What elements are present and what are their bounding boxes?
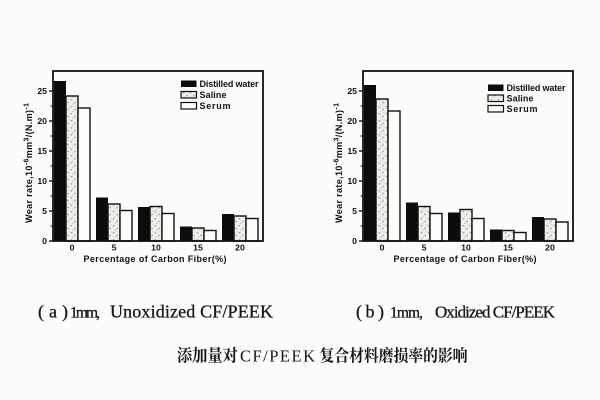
svg-text:Saline: Saline xyxy=(507,94,534,104)
svg-text:10: 10 xyxy=(151,243,161,253)
svg-text:CF/PEEK: CF/PEEK xyxy=(240,347,315,366)
svg-text:Wear rate,10-6mm3/(N.m)-1: Wear rate,10-6mm3/(N.m)-1 xyxy=(334,103,345,223)
svg-text:0: 0 xyxy=(70,243,75,253)
svg-text:15: 15 xyxy=(37,146,47,156)
svg-text:5: 5 xyxy=(352,206,357,216)
svg-text:10: 10 xyxy=(347,176,357,186)
svg-text:Distilled water: Distilled water xyxy=(200,79,259,89)
svg-text:20: 20 xyxy=(545,243,555,253)
svg-text:Unoxidized CF/PEEK: Unoxidized CF/PEEK xyxy=(110,302,273,322)
svg-text:10: 10 xyxy=(461,243,471,253)
svg-text:5: 5 xyxy=(422,243,427,253)
svg-text:(a): (a) xyxy=(38,302,68,323)
svg-text:Oxidized CF/PEEK: Oxidized CF/PEEK xyxy=(435,303,556,322)
svg-text:Wear rate,10-6mm3/(N.m)-1: Wear rate,10-6mm3/(N.m)-1 xyxy=(24,103,35,223)
svg-text:Serum: Serum xyxy=(507,104,538,114)
svg-text:20: 20 xyxy=(235,243,245,253)
svg-text:0: 0 xyxy=(352,236,357,246)
svg-text:20: 20 xyxy=(347,116,357,126)
svg-text:(b): (b) xyxy=(356,302,384,323)
svg-text:5: 5 xyxy=(112,243,117,253)
svg-text:Serum: Serum xyxy=(200,101,231,111)
svg-text:25: 25 xyxy=(37,86,47,96)
svg-text:Percentage of Carbon Fiber(%): Percentage of Carbon Fiber(%) xyxy=(394,254,537,264)
svg-text:5: 5 xyxy=(42,206,47,216)
svg-text:15: 15 xyxy=(503,243,513,253)
svg-text:20: 20 xyxy=(37,116,47,126)
svg-text:Distilled water: Distilled water xyxy=(507,83,566,93)
svg-text:25: 25 xyxy=(347,86,357,96)
svg-text:Saline: Saline xyxy=(200,90,227,100)
svg-text:1mm,: 1mm, xyxy=(70,305,100,322)
svg-text:1mm,: 1mm, xyxy=(390,305,423,322)
svg-text:15: 15 xyxy=(347,146,357,156)
svg-text:15: 15 xyxy=(193,243,203,253)
svg-text:0: 0 xyxy=(380,243,385,253)
svg-text:10: 10 xyxy=(37,176,47,186)
svg-text:0: 0 xyxy=(42,236,47,246)
svg-text:Percentage of Carbon Fiber(%): Percentage of Carbon Fiber(%) xyxy=(84,254,227,264)
